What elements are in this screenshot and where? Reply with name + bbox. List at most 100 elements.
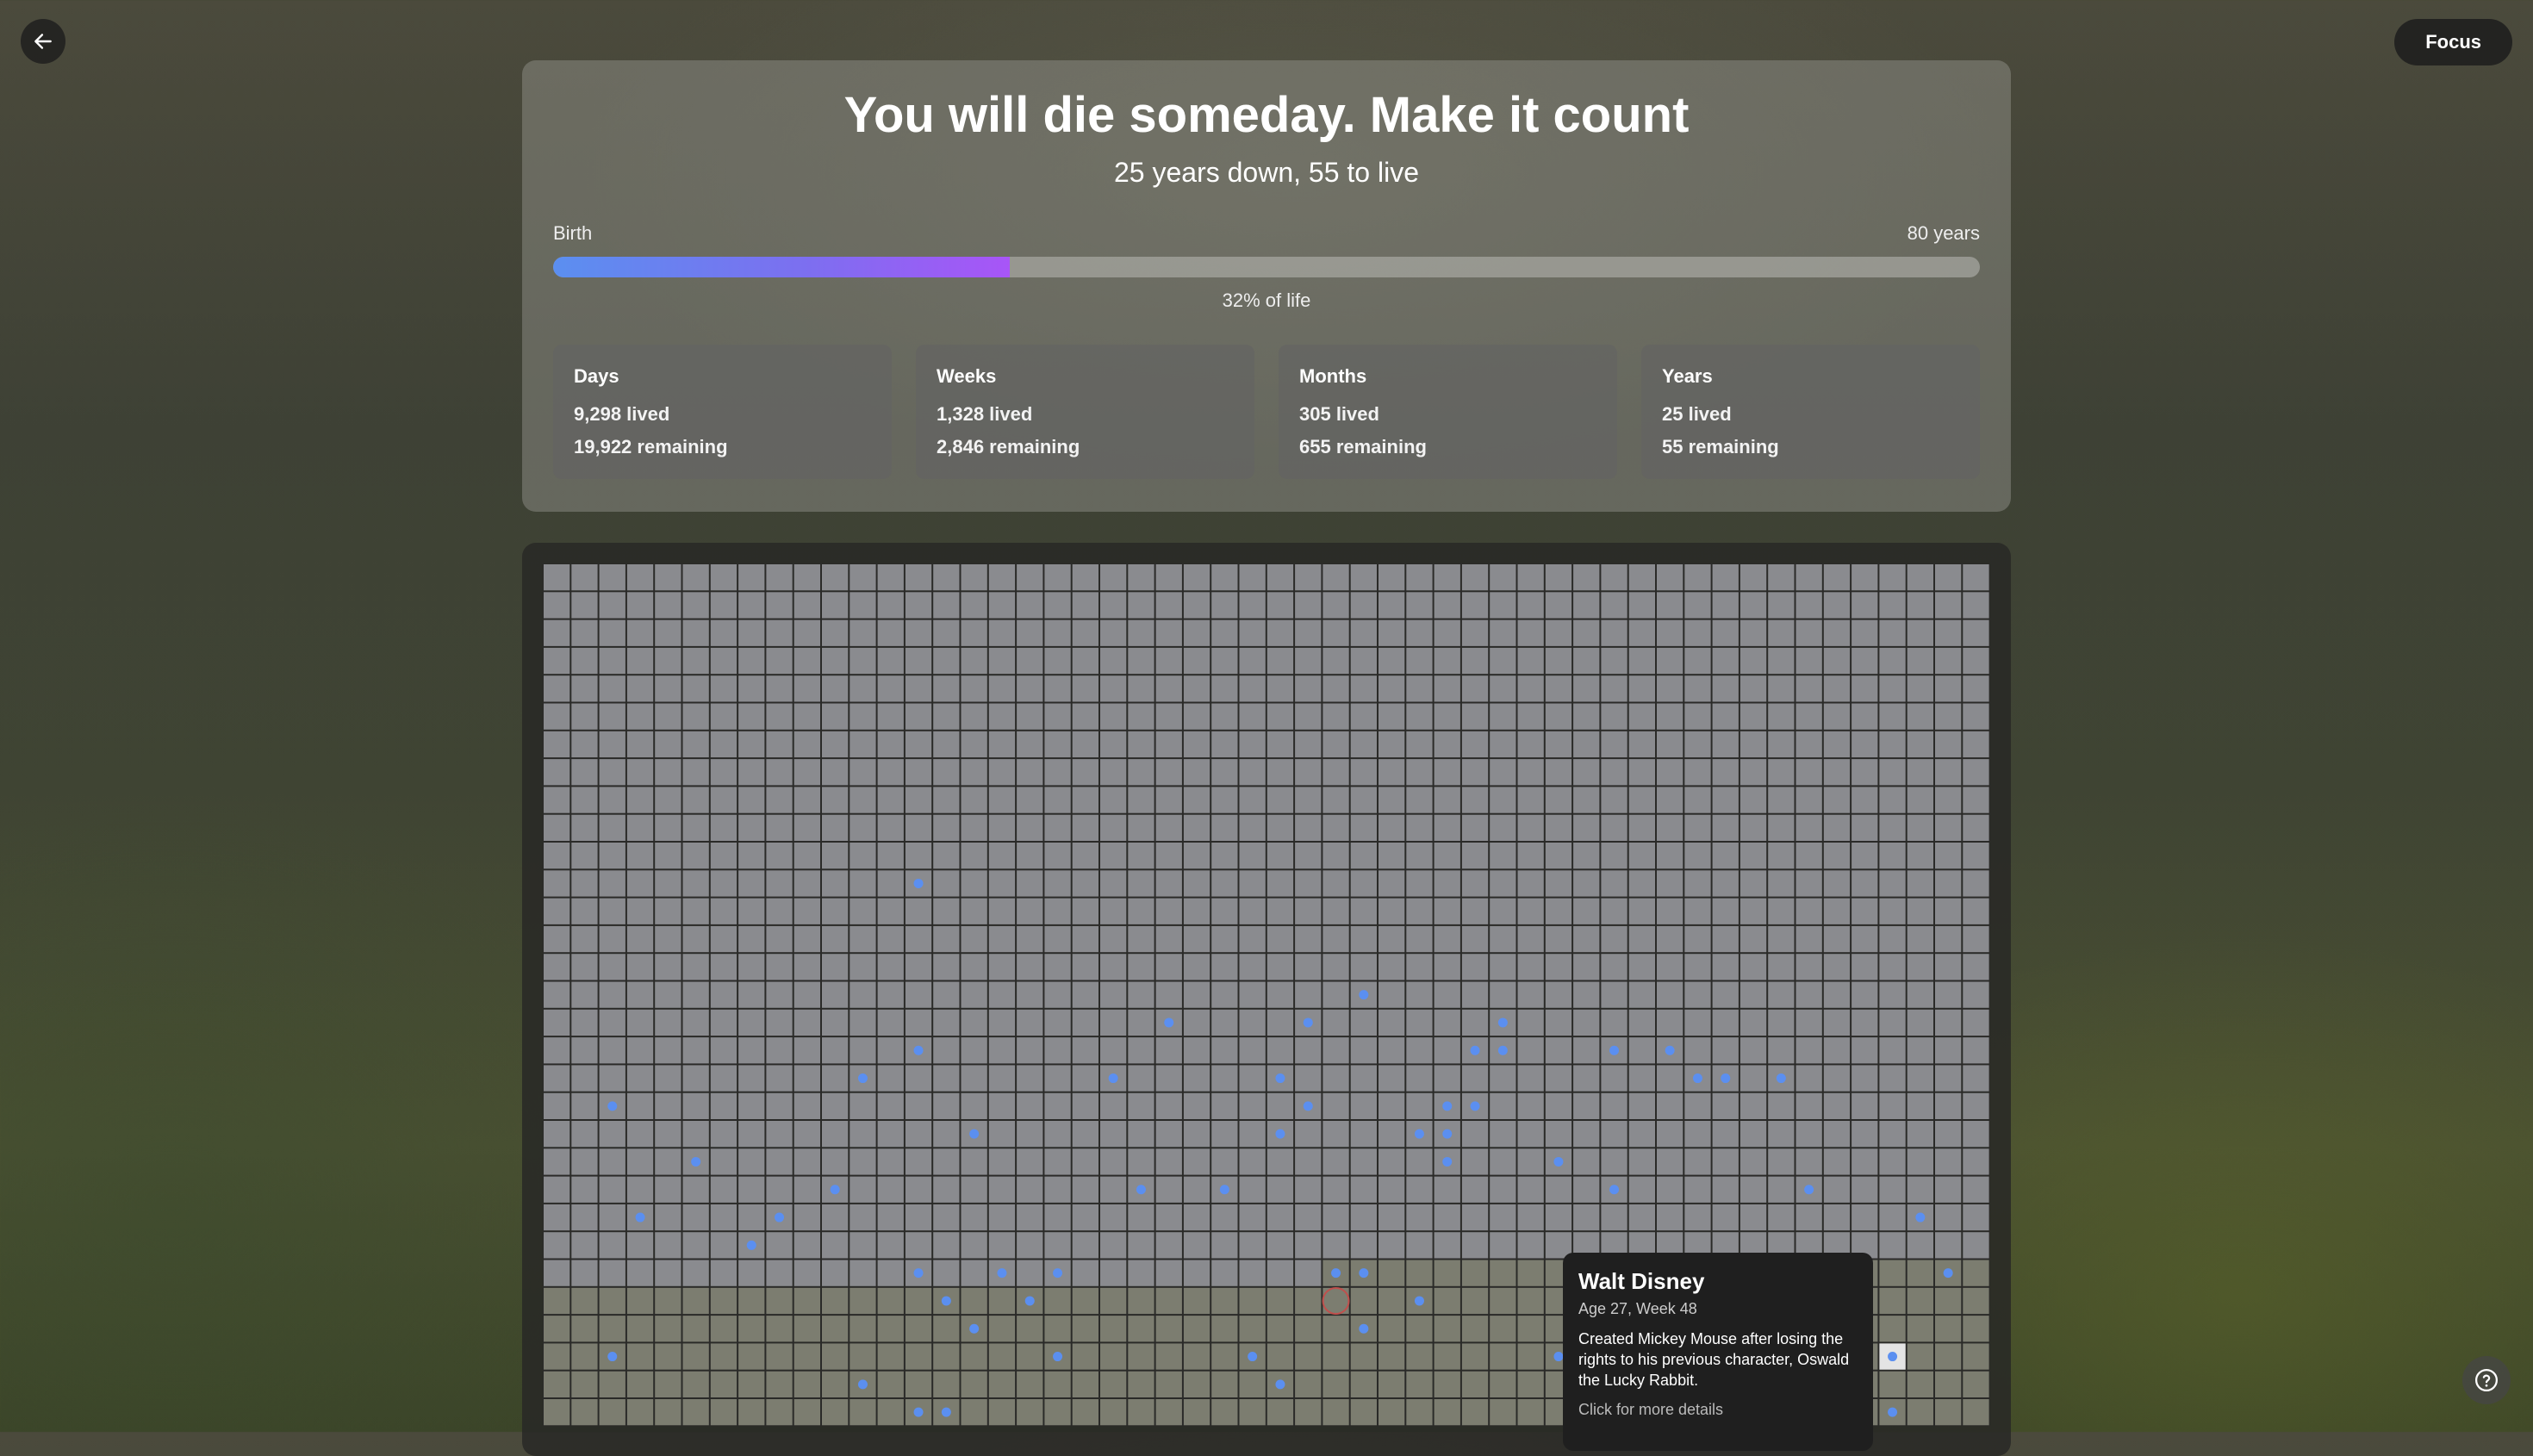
week-cell: [1628, 954, 1655, 980]
week-cell: [850, 1204, 876, 1231]
event-dot: [1915, 1212, 1926, 1223]
week-cell: [1461, 564, 1489, 591]
week-cell: [1517, 1316, 1544, 1342]
week-cell: [905, 1287, 932, 1315]
week-cell: [961, 619, 987, 646]
stat-card-years: Years 25 lived 55 remaining: [1641, 345, 1980, 479]
week-cell: [961, 592, 987, 619]
week-cell: [1823, 1176, 1851, 1203]
event-dot: [1331, 1268, 1341, 1279]
week-cell: [544, 814, 570, 841]
tooltip-more-link[interactable]: Click for more details: [1578, 1401, 1724, 1418]
week-cell: [961, 1287, 987, 1315]
week-cell: [738, 1148, 765, 1175]
week-cell: [1379, 619, 1405, 646]
week-cell: [1155, 954, 1182, 980]
week-cell: [1768, 1176, 1795, 1203]
week-cell: [822, 954, 849, 980]
help-button[interactable]: [2462, 1356, 2511, 1404]
week-cell: [1044, 925, 1071, 953]
week-cell: [1155, 1287, 1182, 1315]
week-cell: [1739, 1148, 1767, 1175]
week-cell: [1517, 954, 1544, 980]
week-cell: [544, 1316, 570, 1342]
week-cell: [1323, 592, 1349, 619]
event-dot: [1024, 1296, 1035, 1306]
week-cell: [988, 1148, 1016, 1175]
event-dot: [1275, 1129, 1285, 1139]
week-cell: [1712, 814, 1739, 841]
week-cell: [626, 870, 654, 897]
week-cell: [1601, 1121, 1627, 1148]
week-cell: [1183, 843, 1210, 869]
week-cell: [1601, 981, 1627, 1008]
week-cell: [1628, 898, 1655, 924]
event-dot: [635, 1212, 645, 1223]
event-dot: [1136, 1185, 1146, 1195]
stat-card-title: Days: [574, 365, 619, 387]
week-cell: [655, 703, 681, 730]
week-cell: [877, 843, 904, 869]
week-cell: [571, 1287, 598, 1315]
week-cell: [1657, 1065, 1683, 1092]
week-cell: [961, 981, 987, 1008]
week-cell: [1100, 564, 1127, 591]
week-cell: [599, 814, 625, 841]
week-cell: [1017, 814, 1043, 841]
week-cell: [1573, 1121, 1600, 1148]
week-cell: [599, 1371, 625, 1397]
week-cell: [1044, 675, 1071, 702]
week-cell: [626, 1009, 654, 1036]
life-weeks-grid[interactable]: [543, 563, 1990, 1432]
event-tooltip[interactable]: Walt Disney Age 27, Week 48 Created Mick…: [1563, 1253, 1873, 1451]
week-cell: [822, 564, 849, 591]
week-cell: [655, 1092, 681, 1119]
week-cell: [933, 564, 960, 591]
week-cell: [933, 1204, 960, 1231]
week-cell: [1907, 954, 1933, 980]
week-cell: [988, 1092, 1016, 1119]
week-cell: [1823, 1092, 1851, 1119]
week-cell: [599, 1399, 625, 1426]
week-cell: [1155, 1037, 1182, 1064]
week-cell: [710, 1232, 737, 1259]
week-cell: [1712, 619, 1739, 646]
week-cell: [1935, 647, 1962, 675]
week-cell: [766, 1232, 793, 1259]
week-cell: [1739, 981, 1767, 1008]
week-cell: [738, 870, 765, 897]
week-cell: [1879, 898, 1906, 924]
week-cell: [1044, 787, 1071, 813]
week-cell: [1266, 981, 1294, 1008]
week-cell: [766, 647, 793, 675]
week-cell: [571, 1232, 598, 1259]
week-cell: [1628, 870, 1655, 897]
week-cell: [1739, 703, 1767, 730]
life-progress-percent: 32% of life: [1222, 289, 1311, 311]
week-cell: [1100, 647, 1127, 675]
week-cell: [1823, 1037, 1851, 1064]
event-dot: [1888, 1407, 1898, 1417]
week-cell: [1796, 870, 1822, 897]
week-cell: [822, 731, 849, 758]
back-button[interactable]: [21, 19, 65, 64]
week-cell: [1823, 981, 1851, 1008]
week-cell: [766, 1009, 793, 1036]
week-cell: [682, 647, 709, 675]
week-cell: [850, 1316, 876, 1342]
event-dot: [1665, 1045, 1675, 1055]
week-cell: [655, 1148, 681, 1175]
week-cell: [710, 1092, 737, 1119]
week-cell: [1739, 619, 1767, 646]
week-cell: [1935, 675, 1962, 702]
week-cell: [794, 564, 820, 591]
week-cell: [1350, 592, 1377, 619]
week-cell: [1657, 564, 1683, 591]
week-cell: [1879, 787, 1906, 813]
week-cell: [1295, 787, 1322, 813]
week-cell: [1017, 1232, 1043, 1259]
week-cell: [1935, 592, 1962, 619]
week-cell: [1573, 703, 1600, 730]
focus-button[interactable]: Focus: [2394, 19, 2512, 65]
week-cell: [1490, 731, 1516, 758]
